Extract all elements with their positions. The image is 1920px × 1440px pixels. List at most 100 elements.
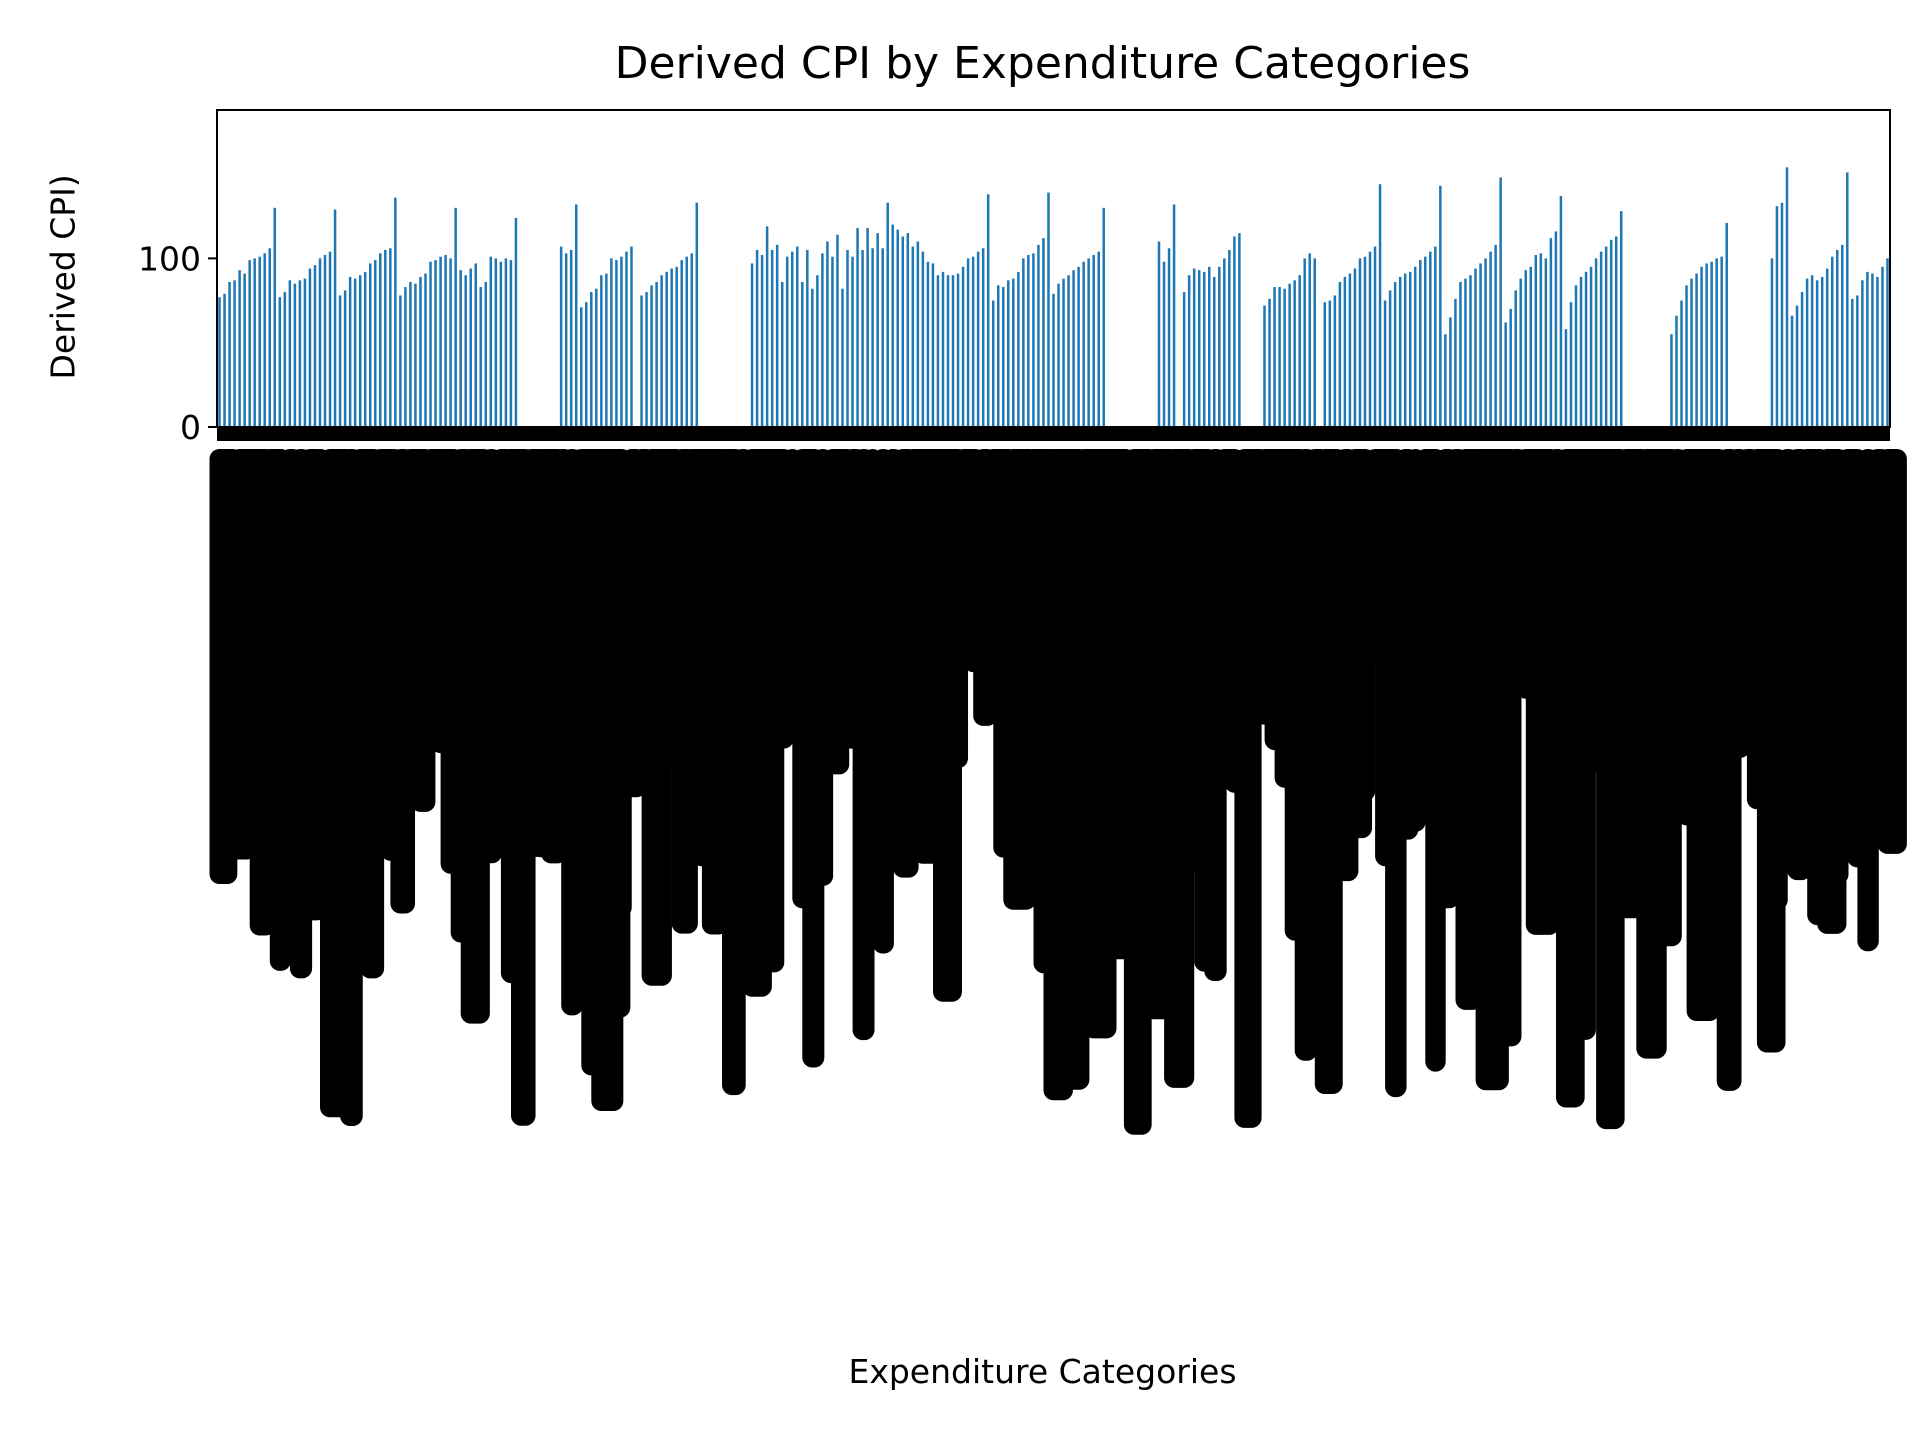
- bar: [1192, 268, 1196, 427]
- bar: [866, 228, 869, 427]
- bar: [1785, 167, 1789, 427]
- bar: [338, 295, 342, 427]
- bar: [444, 255, 447, 427]
- bar: [665, 271, 668, 427]
- bar: [1619, 211, 1623, 427]
- bar: [1599, 251, 1603, 427]
- bar: [1228, 249, 1231, 427]
- bar: [765, 226, 769, 427]
- bars-group: [218, 167, 1889, 427]
- bar: [233, 280, 236, 427]
- bar: [414, 283, 417, 427]
- bar: [750, 263, 754, 427]
- bar: [1710, 261, 1713, 427]
- bar: [569, 249, 573, 427]
- bar: [283, 292, 287, 427]
- bar: [1584, 271, 1588, 427]
- bar: [951, 275, 955, 427]
- bar: [1589, 266, 1593, 427]
- bar: [961, 266, 965, 427]
- bar: [600, 275, 603, 427]
- bar: [1032, 253, 1035, 427]
- bar: [1574, 285, 1578, 427]
- bar: [1087, 258, 1090, 427]
- bar: [449, 258, 452, 427]
- bar: [936, 275, 940, 427]
- bar: [595, 288, 598, 427]
- bar: [1288, 283, 1291, 427]
- bar: [484, 281, 488, 427]
- bar: [1509, 308, 1512, 427]
- bar: [976, 251, 980, 427]
- bar: [775, 244, 779, 427]
- bar: [248, 260, 251, 427]
- bar: [1223, 258, 1226, 427]
- bar: [585, 302, 588, 427]
- bar: [1017, 271, 1020, 427]
- bar: [1278, 287, 1281, 427]
- bar: [1328, 300, 1332, 427]
- bar: [1333, 295, 1337, 427]
- bar: [223, 293, 226, 427]
- bar: [1780, 202, 1784, 427]
- bar: [1338, 281, 1342, 427]
- bar: [615, 260, 618, 427]
- bar: [941, 271, 945, 427]
- bar: [1856, 295, 1859, 427]
- bar: [1308, 253, 1311, 427]
- bar: [293, 283, 297, 427]
- bar: [680, 260, 683, 427]
- bar: [1092, 255, 1095, 427]
- bar: [856, 228, 859, 427]
- y-axis: 0 100: [138, 239, 217, 447]
- bar: [1820, 276, 1824, 427]
- bar: [579, 307, 583, 427]
- bar: [1700, 266, 1703, 427]
- bar: [218, 297, 221, 427]
- bar: [419, 276, 422, 427]
- bar: [1871, 273, 1874, 427]
- bar: [1534, 255, 1538, 427]
- bar: [861, 249, 864, 427]
- bar: [1403, 273, 1407, 427]
- bar: [1685, 285, 1688, 427]
- bar: [916, 241, 920, 427]
- bar: [886, 202, 889, 427]
- bar: [1680, 300, 1683, 427]
- bar: [1082, 261, 1085, 427]
- bar: [1886, 258, 1889, 427]
- bar: [1343, 276, 1347, 427]
- bar: [268, 248, 272, 427]
- bar: [313, 265, 317, 427]
- bar: [1795, 305, 1799, 427]
- bar: [1263, 305, 1266, 427]
- bar: [785, 256, 789, 427]
- bar: [1378, 184, 1382, 427]
- bar: [821, 253, 824, 427]
- bar: [469, 268, 472, 427]
- bar: [1544, 258, 1548, 427]
- bar: [685, 256, 688, 427]
- bar: [1841, 244, 1844, 427]
- bar: [655, 281, 658, 427]
- bar: [1012, 278, 1015, 427]
- bar: [1604, 246, 1608, 427]
- bar: [1197, 270, 1201, 427]
- bar: [1881, 266, 1884, 427]
- bar: [394, 197, 397, 427]
- bar: [906, 233, 910, 427]
- bar: [675, 266, 678, 427]
- bar: [1851, 298, 1854, 427]
- bar: [1353, 268, 1357, 427]
- bar: [1408, 271, 1412, 427]
- bar: [1383, 300, 1387, 427]
- bar: [590, 292, 593, 427]
- bar: [1283, 288, 1286, 427]
- bar: [1393, 281, 1397, 427]
- bar: [946, 275, 950, 427]
- bar: [1007, 280, 1010, 427]
- bar: [1047, 192, 1050, 427]
- bar: [1303, 258, 1306, 427]
- x-axis-label: Expenditure Categories: [848, 1352, 1237, 1391]
- bar: [1825, 268, 1829, 427]
